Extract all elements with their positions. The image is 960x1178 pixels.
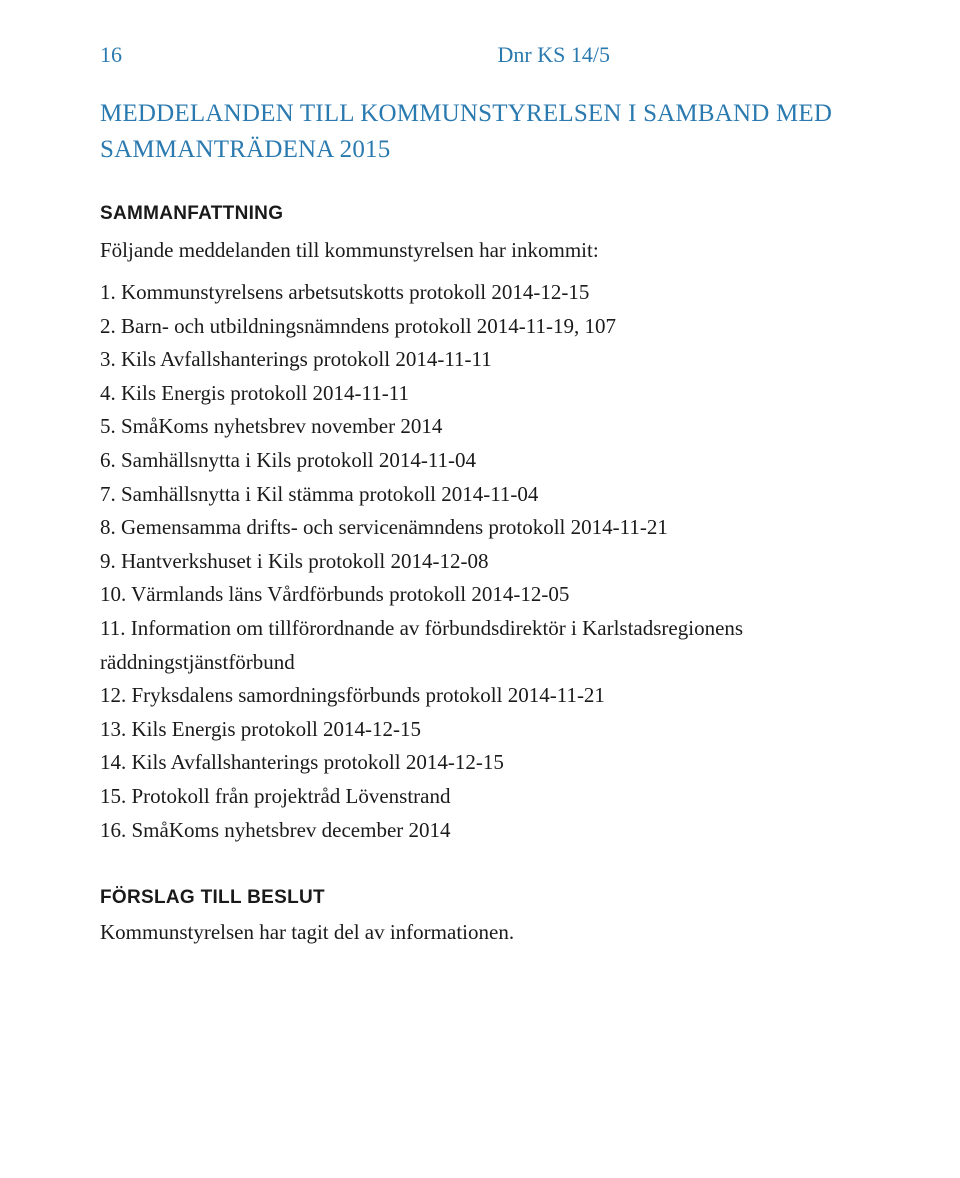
list-item: 10. Värmlands läns Vårdförbunds protokol… bbox=[100, 578, 860, 612]
summary-label: SAMMANFATTNING bbox=[100, 203, 860, 225]
list-item: 16. SmåKoms nyhetsbrev december 2014 bbox=[100, 814, 860, 848]
list-item: 6. Samhällsnytta i Kils protokoll 2014-1… bbox=[100, 444, 860, 478]
list-item: 8. Gemensamma drifts- och servicenämnden… bbox=[100, 511, 860, 545]
list-item: 4. Kils Energis protokoll 2014-11-11 bbox=[100, 377, 860, 411]
summary-intro: Följande meddelanden till kommunstyrelse… bbox=[100, 235, 860, 267]
list-item: 11. Information om tillförordnande av fö… bbox=[100, 612, 860, 679]
list-item: 3. Kils Avfallshanterings protokoll 2014… bbox=[100, 343, 860, 377]
announcement-list: 1. Kommunstyrelsens arbetsutskotts proto… bbox=[100, 276, 860, 847]
list-item: 14. Kils Avfallshanterings protokoll 201… bbox=[100, 746, 860, 780]
list-item: 5. SmåKoms nyhetsbrev november 2014 bbox=[100, 410, 860, 444]
proposal-text: Kommunstyrelsen har tagit del av informa… bbox=[100, 917, 860, 949]
list-item: 7. Samhällsnytta i Kil stämma protokoll … bbox=[100, 478, 860, 512]
list-item: 2. Barn- och utbildningsnämndens protoko… bbox=[100, 310, 860, 344]
list-item: 1. Kommunstyrelsens arbetsutskotts proto… bbox=[100, 276, 860, 310]
list-item: 12. Fryksdalens samordningsförbunds prot… bbox=[100, 679, 860, 713]
list-item: 15. Protokoll från projektråd Lövenstran… bbox=[100, 780, 860, 814]
proposal-label: FÖRSLAG TILL BESLUT bbox=[100, 887, 860, 909]
page-title: MEDDELANDEN TILL KOMMUNSTYRELSEN I SAMBA… bbox=[100, 96, 860, 169]
document-page: 16 Dnr KS 14/5 MEDDELANDEN TILL KOMMUNST… bbox=[0, 0, 960, 1178]
list-item: 9. Hantverkshuset i Kils protokoll 2014-… bbox=[100, 545, 860, 579]
header-line: 16 Dnr KS 14/5 bbox=[100, 42, 860, 68]
page-number: 16 bbox=[100, 42, 122, 68]
dnr-label: Dnr KS 14/5 bbox=[498, 42, 610, 68]
list-item: 13. Kils Energis protokoll 2014-12-15 bbox=[100, 713, 860, 747]
